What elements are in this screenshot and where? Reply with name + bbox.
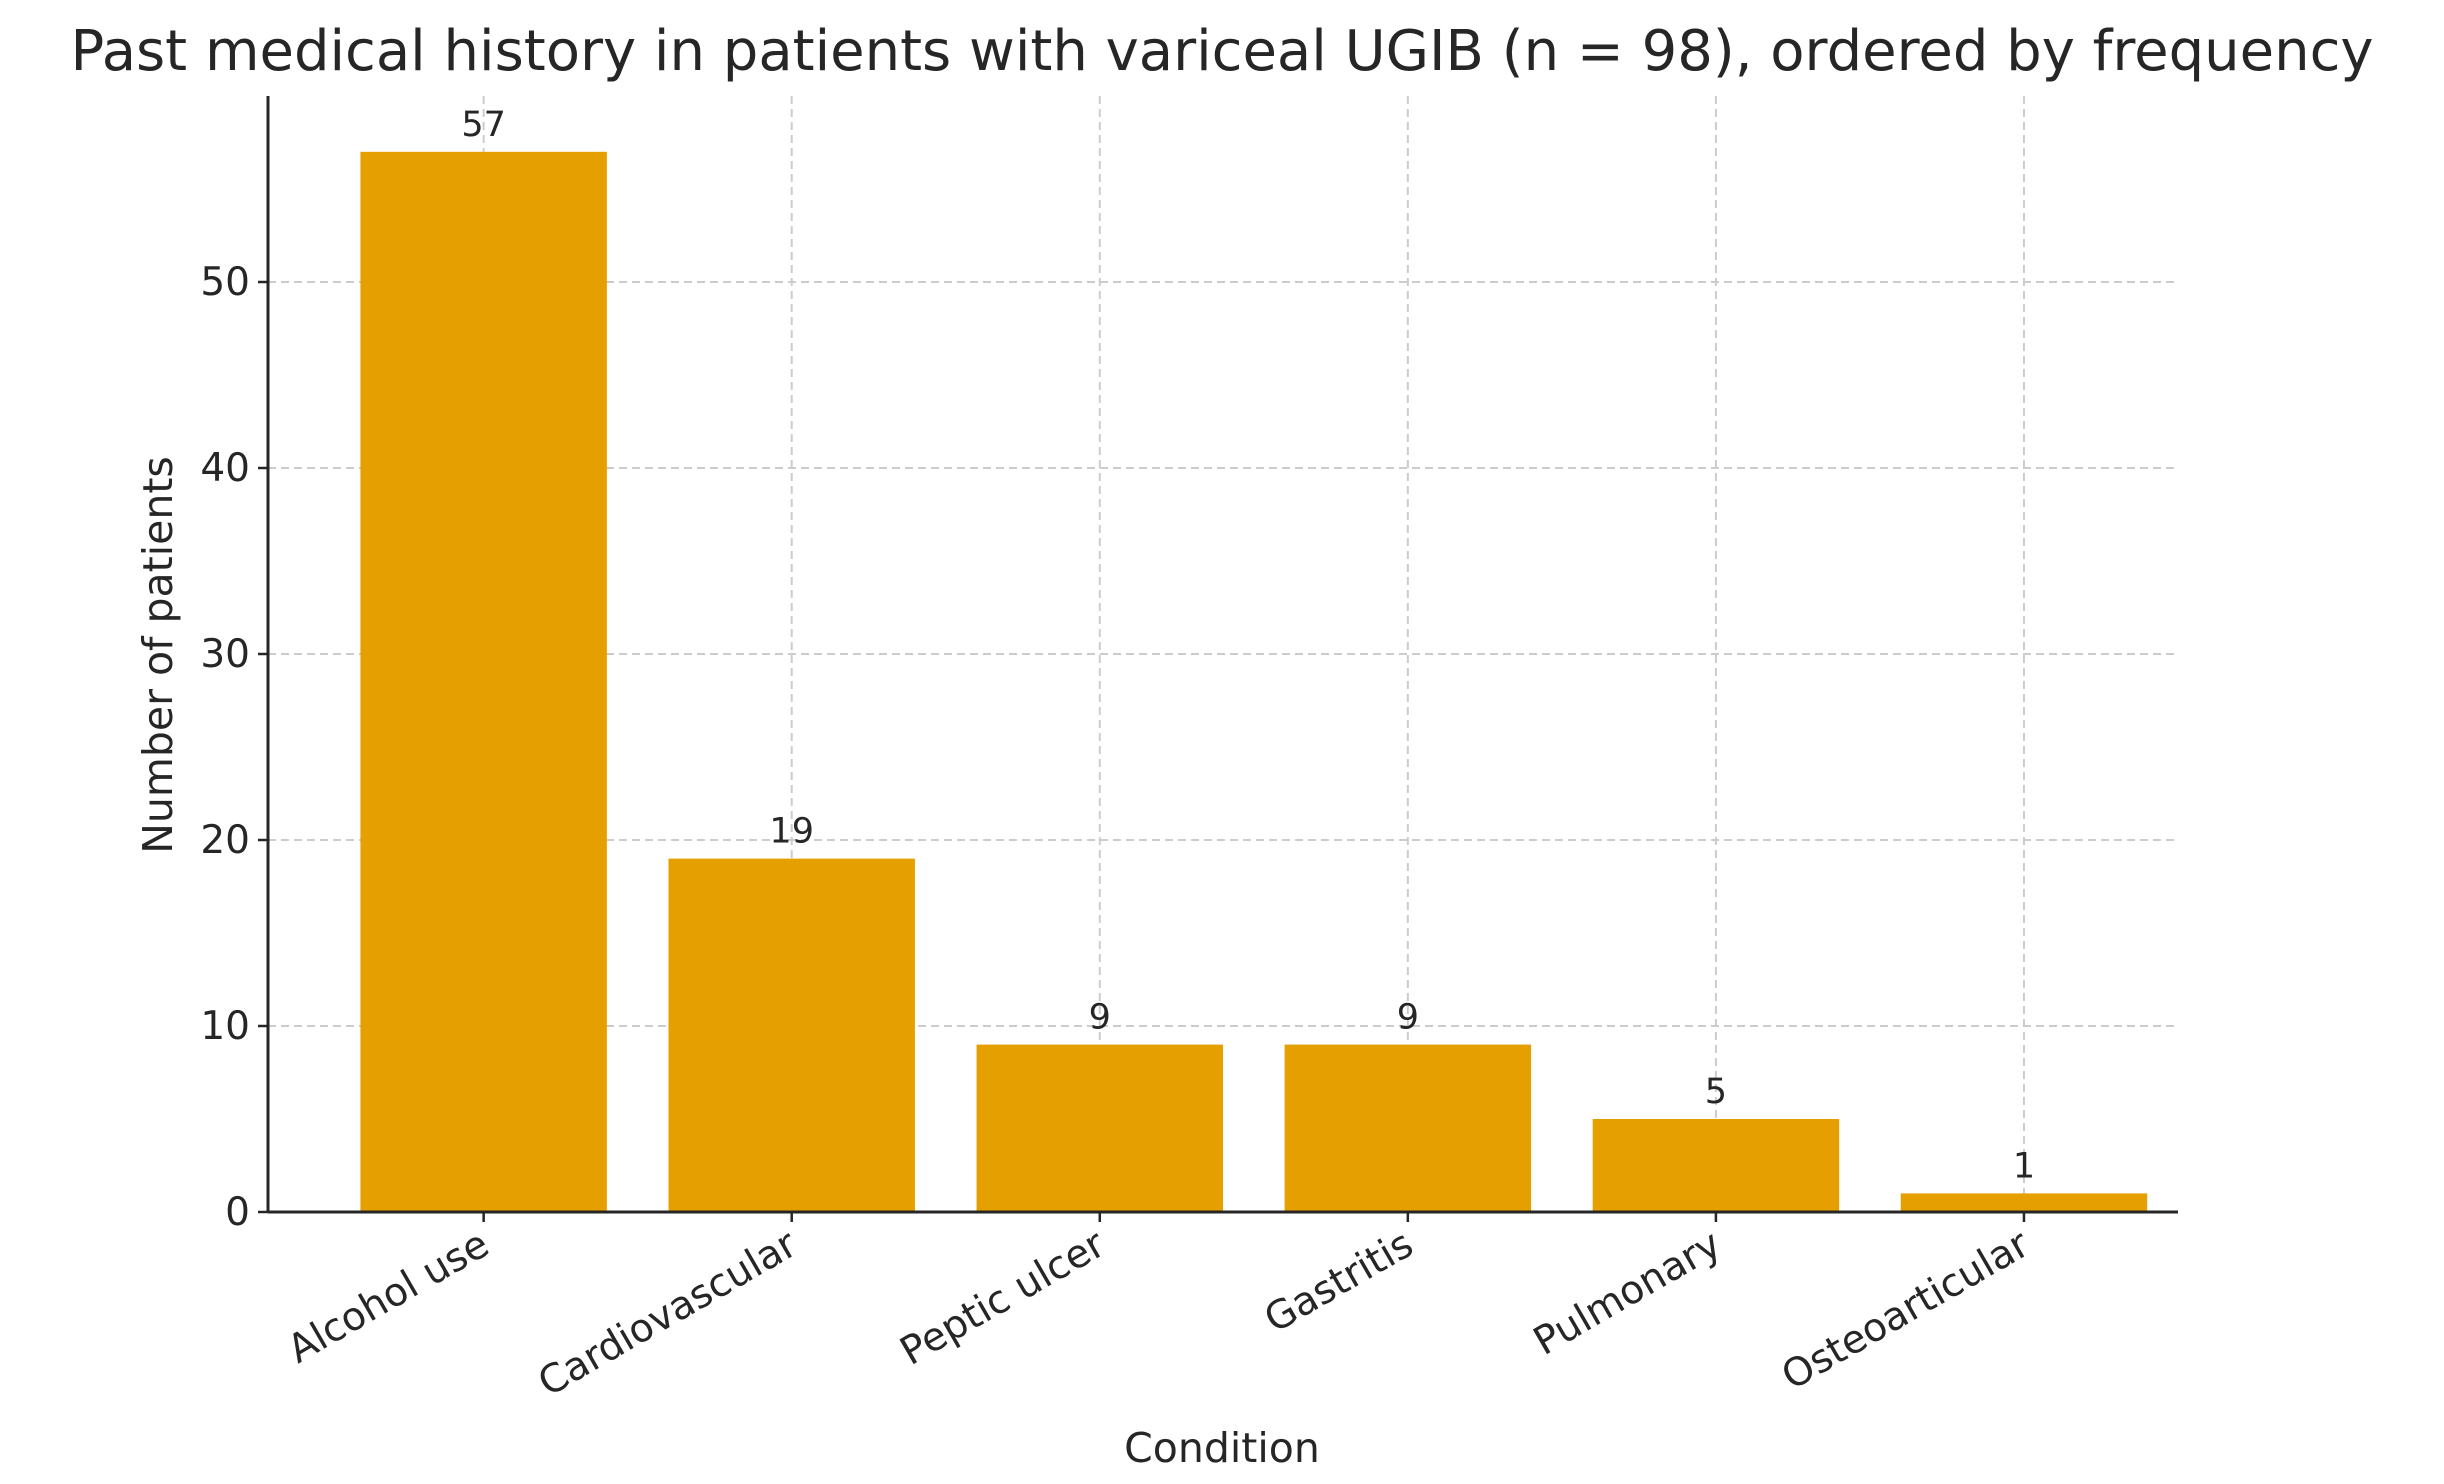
chart-title: Past medical history in patients with va… [70, 19, 2373, 84]
y-axis-label: Number of patients [134, 456, 182, 854]
x-axis-label: Condition [1124, 1424, 1320, 1472]
y-tick-label: 0 [225, 1190, 250, 1235]
bar [360, 151, 607, 1212]
bar-value-label: 9 [1397, 998, 1419, 1038]
x-axis-ticks: Alcohol use Cardiovascular Peptic ulcer Gas… [280, 1212, 2038, 1406]
bar [1284, 1044, 1532, 1212]
bar-value-label: 1 [2013, 1146, 2035, 1186]
x-tick-label: Osteoarticular [1774, 1221, 2037, 1399]
x-tick-label: Pulmonary [1526, 1222, 1729, 1365]
y-axis-ticks: 0 10 20 30 40 50 [200, 260, 268, 1235]
data-labels: 57 19 9 9 5 1 [461, 105, 2035, 1187]
y-tick-label: 30 [200, 632, 250, 677]
bar-value-label: 57 [461, 105, 506, 145]
y-tick-label: 40 [200, 446, 250, 491]
y-tick-label: 20 [200, 818, 250, 863]
bar-value-label: 19 [769, 812, 814, 852]
y-tick-label: 10 [200, 1004, 250, 1049]
bar [976, 1044, 1223, 1212]
bar [668, 858, 915, 1212]
bar [1900, 1193, 2148, 1212]
x-tick-label: Cardiovascular [531, 1221, 806, 1406]
bars [360, 151, 2148, 1212]
x-tick-label: Peptic ulcer [893, 1221, 1114, 1374]
bar-value-label: 9 [1089, 998, 1111, 1038]
x-tick-label: Alcohol use [280, 1222, 496, 1373]
bar [1592, 1119, 1840, 1212]
bar-value-label: 5 [1705, 1072, 1727, 1112]
x-tick-label: Gastritis [1257, 1222, 1421, 1342]
y-tick-label: 50 [200, 260, 250, 305]
